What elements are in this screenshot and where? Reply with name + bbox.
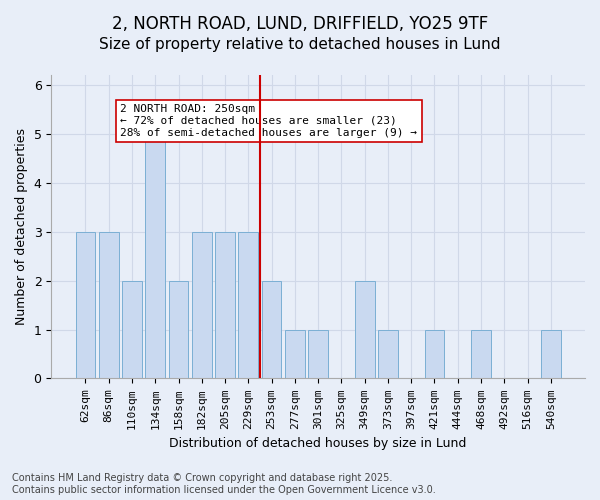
Text: Size of property relative to detached houses in Lund: Size of property relative to detached ho… xyxy=(99,38,501,52)
Bar xyxy=(471,330,491,378)
Bar xyxy=(122,280,142,378)
Bar xyxy=(308,330,328,378)
Bar xyxy=(378,330,398,378)
Text: 2, NORTH ROAD, LUND, DRIFFIELD, YO25 9TF: 2, NORTH ROAD, LUND, DRIFFIELD, YO25 9TF xyxy=(112,15,488,33)
Y-axis label: Number of detached properties: Number of detached properties xyxy=(15,128,28,325)
Text: 2 NORTH ROAD: 250sqm
← 72% of detached houses are smaller (23)
28% of semi-detac: 2 NORTH ROAD: 250sqm ← 72% of detached h… xyxy=(121,104,418,138)
X-axis label: Distribution of detached houses by size in Lund: Distribution of detached houses by size … xyxy=(169,437,467,450)
Bar xyxy=(355,280,374,378)
Text: Contains HM Land Registry data © Crown copyright and database right 2025.
Contai: Contains HM Land Registry data © Crown c… xyxy=(12,474,436,495)
Bar xyxy=(215,232,235,378)
Bar xyxy=(192,232,212,378)
Bar xyxy=(169,280,188,378)
Bar xyxy=(541,330,561,378)
Bar xyxy=(285,330,305,378)
Bar xyxy=(145,134,165,378)
Bar xyxy=(262,280,281,378)
Bar xyxy=(76,232,95,378)
Bar xyxy=(238,232,258,378)
Bar xyxy=(425,330,445,378)
Bar xyxy=(99,232,119,378)
